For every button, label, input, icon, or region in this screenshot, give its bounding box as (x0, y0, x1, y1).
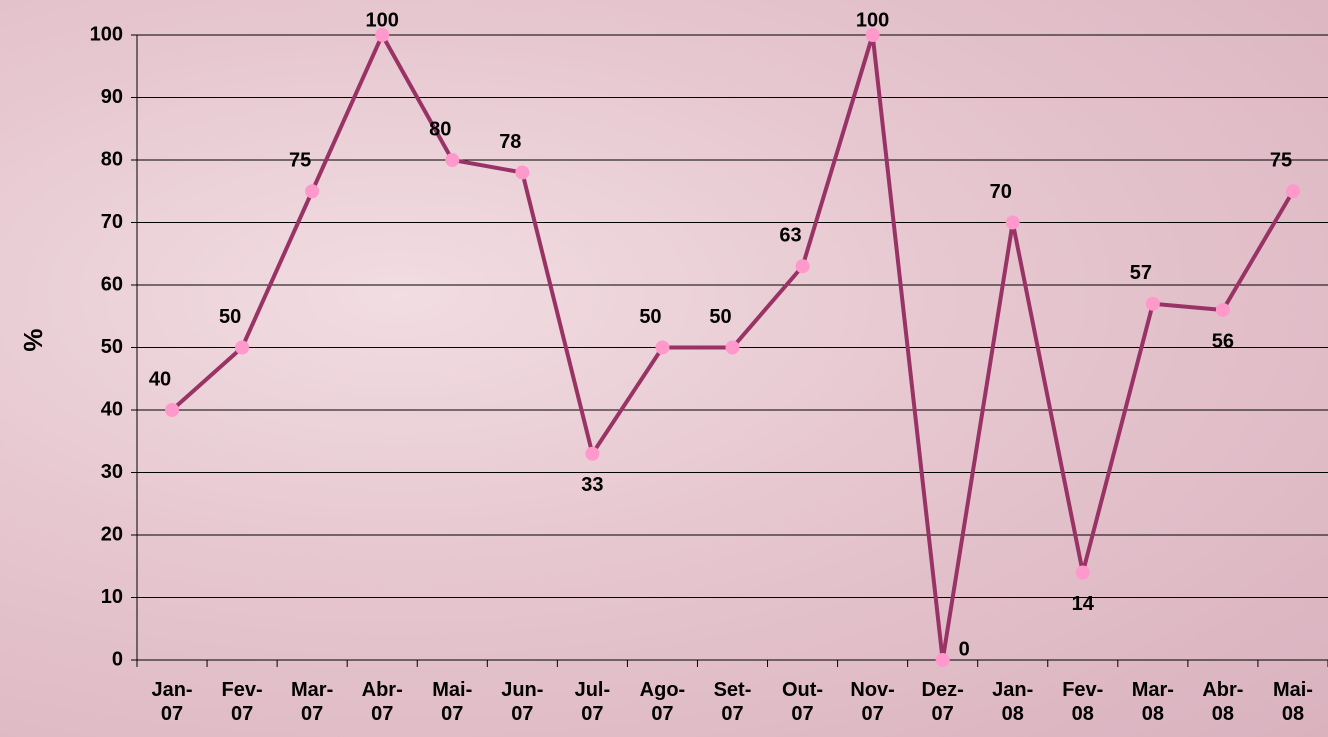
data-label: 63 (779, 225, 801, 247)
data-label: 14 (1072, 593, 1095, 615)
marker (1215, 303, 1230, 317)
x-tick-label: Mar-07 (291, 679, 334, 725)
marker (515, 165, 530, 180)
data-label: 57 (1130, 262, 1152, 284)
x-tick-label: Out-07 (782, 679, 824, 725)
x-tick-label: Jan-08 (992, 679, 1034, 725)
x-tick-label: Mai-08 (1272, 679, 1313, 725)
marker (305, 184, 320, 199)
y-tick-label: 70 (101, 211, 123, 233)
marker (1005, 215, 1020, 230)
x-tick-label: Ago-07 (639, 679, 686, 725)
y-tick-label: 60 (101, 273, 123, 295)
data-label: 50 (219, 306, 241, 328)
marker (445, 153, 460, 167)
x-tick-label: Mar-08 (1131, 679, 1174, 725)
y-tick-label: 50 (101, 336, 123, 358)
x-tick-label: Abr-08 (1202, 679, 1244, 725)
x-tick-label: Dez-07 (921, 679, 964, 725)
marker (165, 403, 180, 417)
marker (585, 446, 600, 461)
data-label: 100 (856, 9, 889, 31)
x-tick-label: Jun-07 (501, 679, 544, 725)
marker (375, 28, 390, 42)
y-tick-label: 20 (101, 523, 123, 545)
data-label: 75 (289, 150, 311, 172)
x-tick-label: Fev-08 (1062, 679, 1104, 725)
x-tick-label: Mai-07 (432, 679, 473, 725)
y-tick-label: 0 (112, 648, 123, 670)
y-tick-label: 10 (101, 586, 123, 608)
marker (725, 340, 740, 355)
data-label: 40 (149, 368, 171, 390)
y-tick-label: 80 (101, 148, 123, 170)
data-label: 33 (581, 474, 603, 496)
x-tick-label: Abr-07 (361, 679, 403, 725)
x-tick-label: Jul-07 (574, 679, 611, 725)
data-label: 0 (959, 638, 970, 660)
data-label: 78 (499, 131, 521, 153)
marker (935, 653, 950, 667)
data-label: 50 (709, 306, 731, 328)
data-label: 75 (1270, 150, 1292, 172)
y-tick-label: 30 (101, 461, 123, 483)
marker (1285, 184, 1300, 199)
marker (865, 28, 880, 42)
marker (795, 259, 810, 274)
marker (1075, 565, 1090, 580)
x-tick-label: Nov-07 (850, 679, 895, 725)
y-axis-label: % (18, 328, 48, 351)
data-label: 50 (639, 306, 661, 328)
data-label: 56 (1212, 330, 1234, 352)
x-tick-label: Fev-07 (221, 679, 263, 725)
y-tick-label: 100 (90, 23, 123, 45)
data-label: 70 (990, 181, 1012, 203)
y-tick-label: 40 (101, 398, 123, 420)
marker (655, 340, 670, 355)
data-label: 80 (429, 118, 451, 140)
marker (1145, 296, 1160, 311)
data-label: 100 (366, 9, 399, 31)
marker (235, 340, 250, 355)
x-tick-label: Jan-07 (151, 679, 193, 725)
x-tick-label: Set-07 (713, 679, 752, 725)
y-tick-label: 90 (101, 86, 123, 108)
